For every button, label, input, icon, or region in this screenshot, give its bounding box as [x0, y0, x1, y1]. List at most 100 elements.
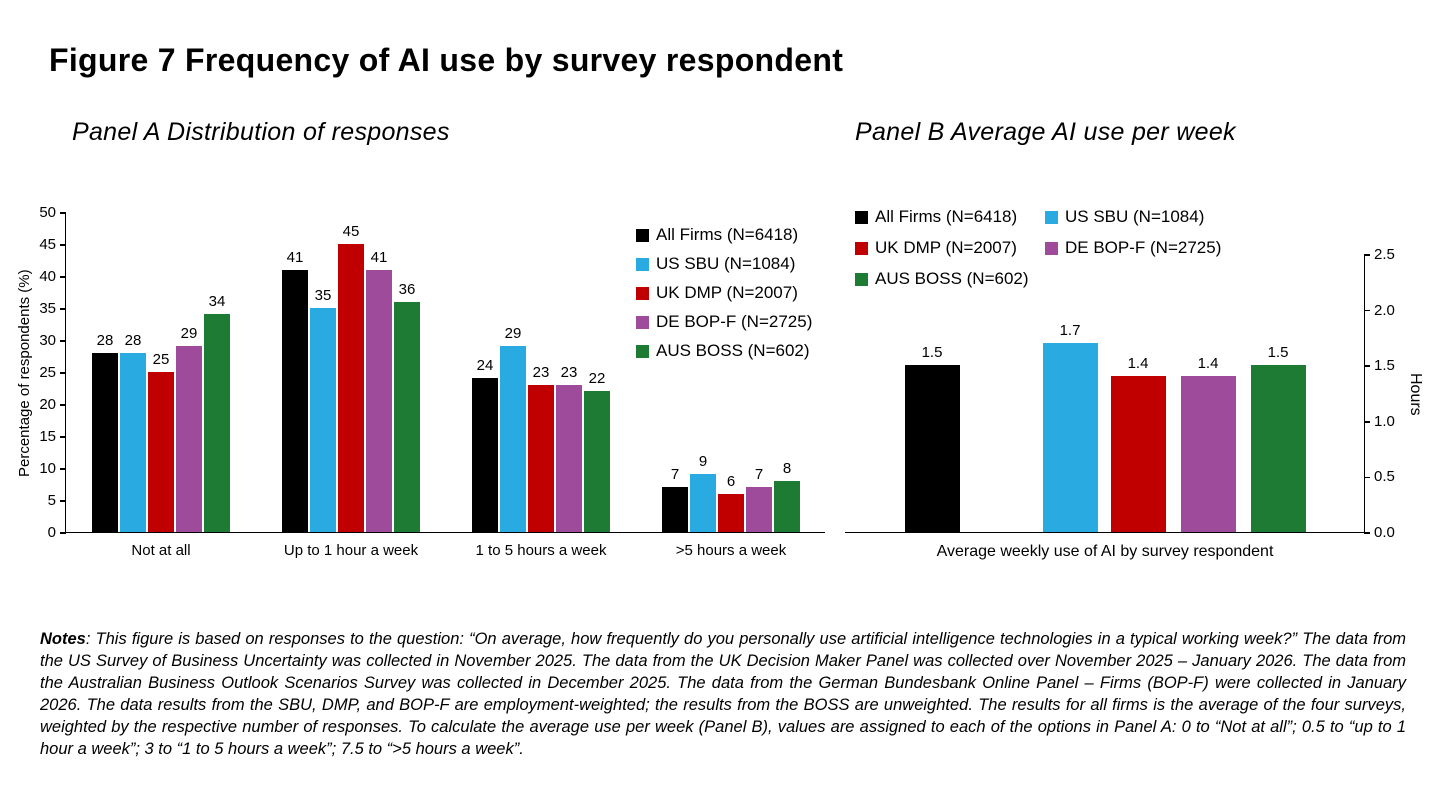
y-axis-tick-mark — [1364, 532, 1370, 534]
bar-value-label: 36 — [398, 280, 416, 298]
legend-label: All Firms (N=6418) — [875, 207, 1018, 226]
bar-value-label: 28 — [96, 331, 114, 349]
bar-value-label: 29 — [180, 325, 198, 343]
panel-a-bar — [746, 487, 772, 532]
legend-label: DE BOP-F (N=2725) — [1065, 238, 1222, 257]
panel-a-bar — [528, 384, 554, 532]
panel-a-plot-area: All Firms (N=6418) US SBU (N=1084) UK DMP … — [39, 204, 825, 559]
panel-b-bar — [1110, 376, 1166, 532]
y-axis-tick-label: 5 — [47, 492, 56, 509]
y-axis-tick-mark — [60, 500, 66, 502]
x-axis-category-label: >5 hours a week — [675, 542, 787, 559]
panel-a-bar — [338, 244, 364, 532]
panel-b-y-axis-title: Hours — [1407, 372, 1424, 416]
panel-a-bar — [120, 352, 146, 532]
y-axis-tick-label: 25 — [39, 364, 56, 381]
y-axis-tick-label: 15 — [39, 428, 56, 445]
panel-b-bar — [1042, 342, 1098, 532]
y-axis-tick-label: 45 — [39, 236, 56, 253]
legend-item: DE BOP-F (N=2725) — [1045, 238, 1221, 258]
legend-label: UK DMP (N=2007) — [875, 238, 1017, 257]
y-axis-tick-mark — [60, 468, 66, 470]
legend-item: UK DMP (N=2007) — [636, 283, 812, 303]
y-axis-tick-mark — [1364, 421, 1370, 423]
legend-label: DE BOP-F (N=2725) — [656, 312, 813, 331]
y-axis-tick-mark — [1364, 476, 1370, 479]
panel-b-bar — [1250, 365, 1306, 532]
y-axis-tick-label: 1.5 — [1374, 357, 1395, 375]
bar-value-label: 1.4 — [1127, 355, 1149, 373]
legend-item: US SBU (N=1084) — [636, 254, 812, 274]
y-axis-tick-label: 1.0 — [1374, 412, 1395, 430]
panel-b-legend: All Firms (N=6418) US SBU (N=1084) UK DMP … — [855, 207, 1221, 289]
bar-value-label: 9 — [698, 453, 708, 471]
panel-a-bar — [556, 384, 582, 532]
x-axis-category-label: Not at all — [131, 542, 191, 559]
bar-value-label: 7 — [670, 466, 680, 484]
y-axis-tick-mark — [60, 372, 66, 374]
x-axis-category-label: Up to 1 hour a week — [283, 542, 419, 559]
y-axis-tick-mark — [1364, 365, 1370, 367]
legend-label: AUS BOSS (N=602) — [656, 341, 810, 360]
bar-value-label: 29 — [504, 325, 522, 343]
legend-item: AUS BOSS (N=602) — [636, 341, 812, 361]
panel-a-bar — [310, 308, 336, 532]
panel-b-x-axis-title: Average weekly use of AI by survey respo… — [936, 543, 1274, 560]
legend-swatch — [636, 228, 649, 242]
legend-label: US SBU (N=1084) — [656, 254, 796, 273]
legend-swatch — [855, 241, 868, 255]
y-axis-tick-mark — [60, 340, 66, 342]
bar-value-label: 23 — [560, 363, 578, 381]
y-axis-tick-label: 0.0 — [1374, 524, 1395, 541]
bar-value-label: 1.7 — [1059, 321, 1081, 339]
y-axis-tick-label: 2.5 — [1374, 246, 1395, 263]
legend-item: AUS BOSS (N=602) — [855, 269, 1045, 289]
y-axis-tick-label: 0 — [47, 524, 56, 541]
y-axis-tick-mark — [60, 276, 66, 278]
bar-value-label: 8 — [782, 459, 792, 477]
panel-a-bar — [718, 493, 744, 532]
panel-a-bar — [472, 378, 498, 532]
notes-text: : This figure is based on responses to t… — [40, 630, 1406, 758]
legend-swatch — [855, 272, 868, 286]
panel-a-bar — [92, 352, 118, 532]
x-axis-category-label: 1 to 5 hours a week — [475, 542, 607, 559]
legend-item: All Firms (N=6418) — [855, 207, 1045, 227]
bar-value-label: 25 — [152, 351, 170, 368]
legend-swatch — [636, 315, 649, 329]
bar-value-label: 1.4 — [1197, 355, 1219, 373]
legend-swatch — [636, 257, 649, 271]
y-axis-tick-label: 50 — [39, 204, 56, 221]
panel-a-bar — [176, 346, 202, 532]
bar-value-label: 1.5 — [921, 344, 943, 362]
y-axis-tick-label: 35 — [39, 300, 56, 317]
bar-value-label: 6 — [726, 472, 736, 490]
legend-label: AUS BOSS (N=602) — [875, 269, 1029, 288]
y-axis-tick-mark — [1364, 254, 1370, 256]
bar-value-label: 1.5 — [1267, 344, 1289, 362]
panel-b-plot-area: Average weekly use of AI by survey respo… — [845, 246, 1395, 560]
legend-swatch — [1045, 210, 1058, 224]
panel-a-bar — [662, 487, 688, 532]
legend-swatch — [636, 286, 649, 300]
panel-a-bar — [394, 301, 420, 532]
panel-a-bar — [148, 372, 174, 532]
y-axis-tick-label: 2.0 — [1374, 301, 1395, 319]
notes-label: Notes — [40, 630, 86, 648]
bar-value-label: 41 — [286, 248, 304, 266]
bar-value-label: 28 — [124, 331, 142, 349]
bar-value-label: 34 — [208, 293, 226, 311]
panel-a-bar — [282, 269, 308, 532]
legend-item: US SBU (N=1084) — [1045, 207, 1221, 227]
legend-label: All Firms (N=6418) — [656, 225, 799, 244]
legend-swatch — [1045, 241, 1058, 255]
bar-value-label: 35 — [314, 287, 332, 304]
y-axis-tick-label: 20 — [39, 396, 56, 413]
bar-value-label: 23 — [532, 363, 550, 381]
panel-b-title: Panel B Average AI use per week — [855, 118, 1236, 146]
y-axis-tick-mark — [60, 308, 66, 310]
panel-a-bar — [584, 391, 610, 532]
bar-value-label: 22 — [588, 370, 606, 388]
y-axis-tick-label: 0.5 — [1374, 468, 1395, 486]
legend-swatch — [855, 210, 868, 224]
